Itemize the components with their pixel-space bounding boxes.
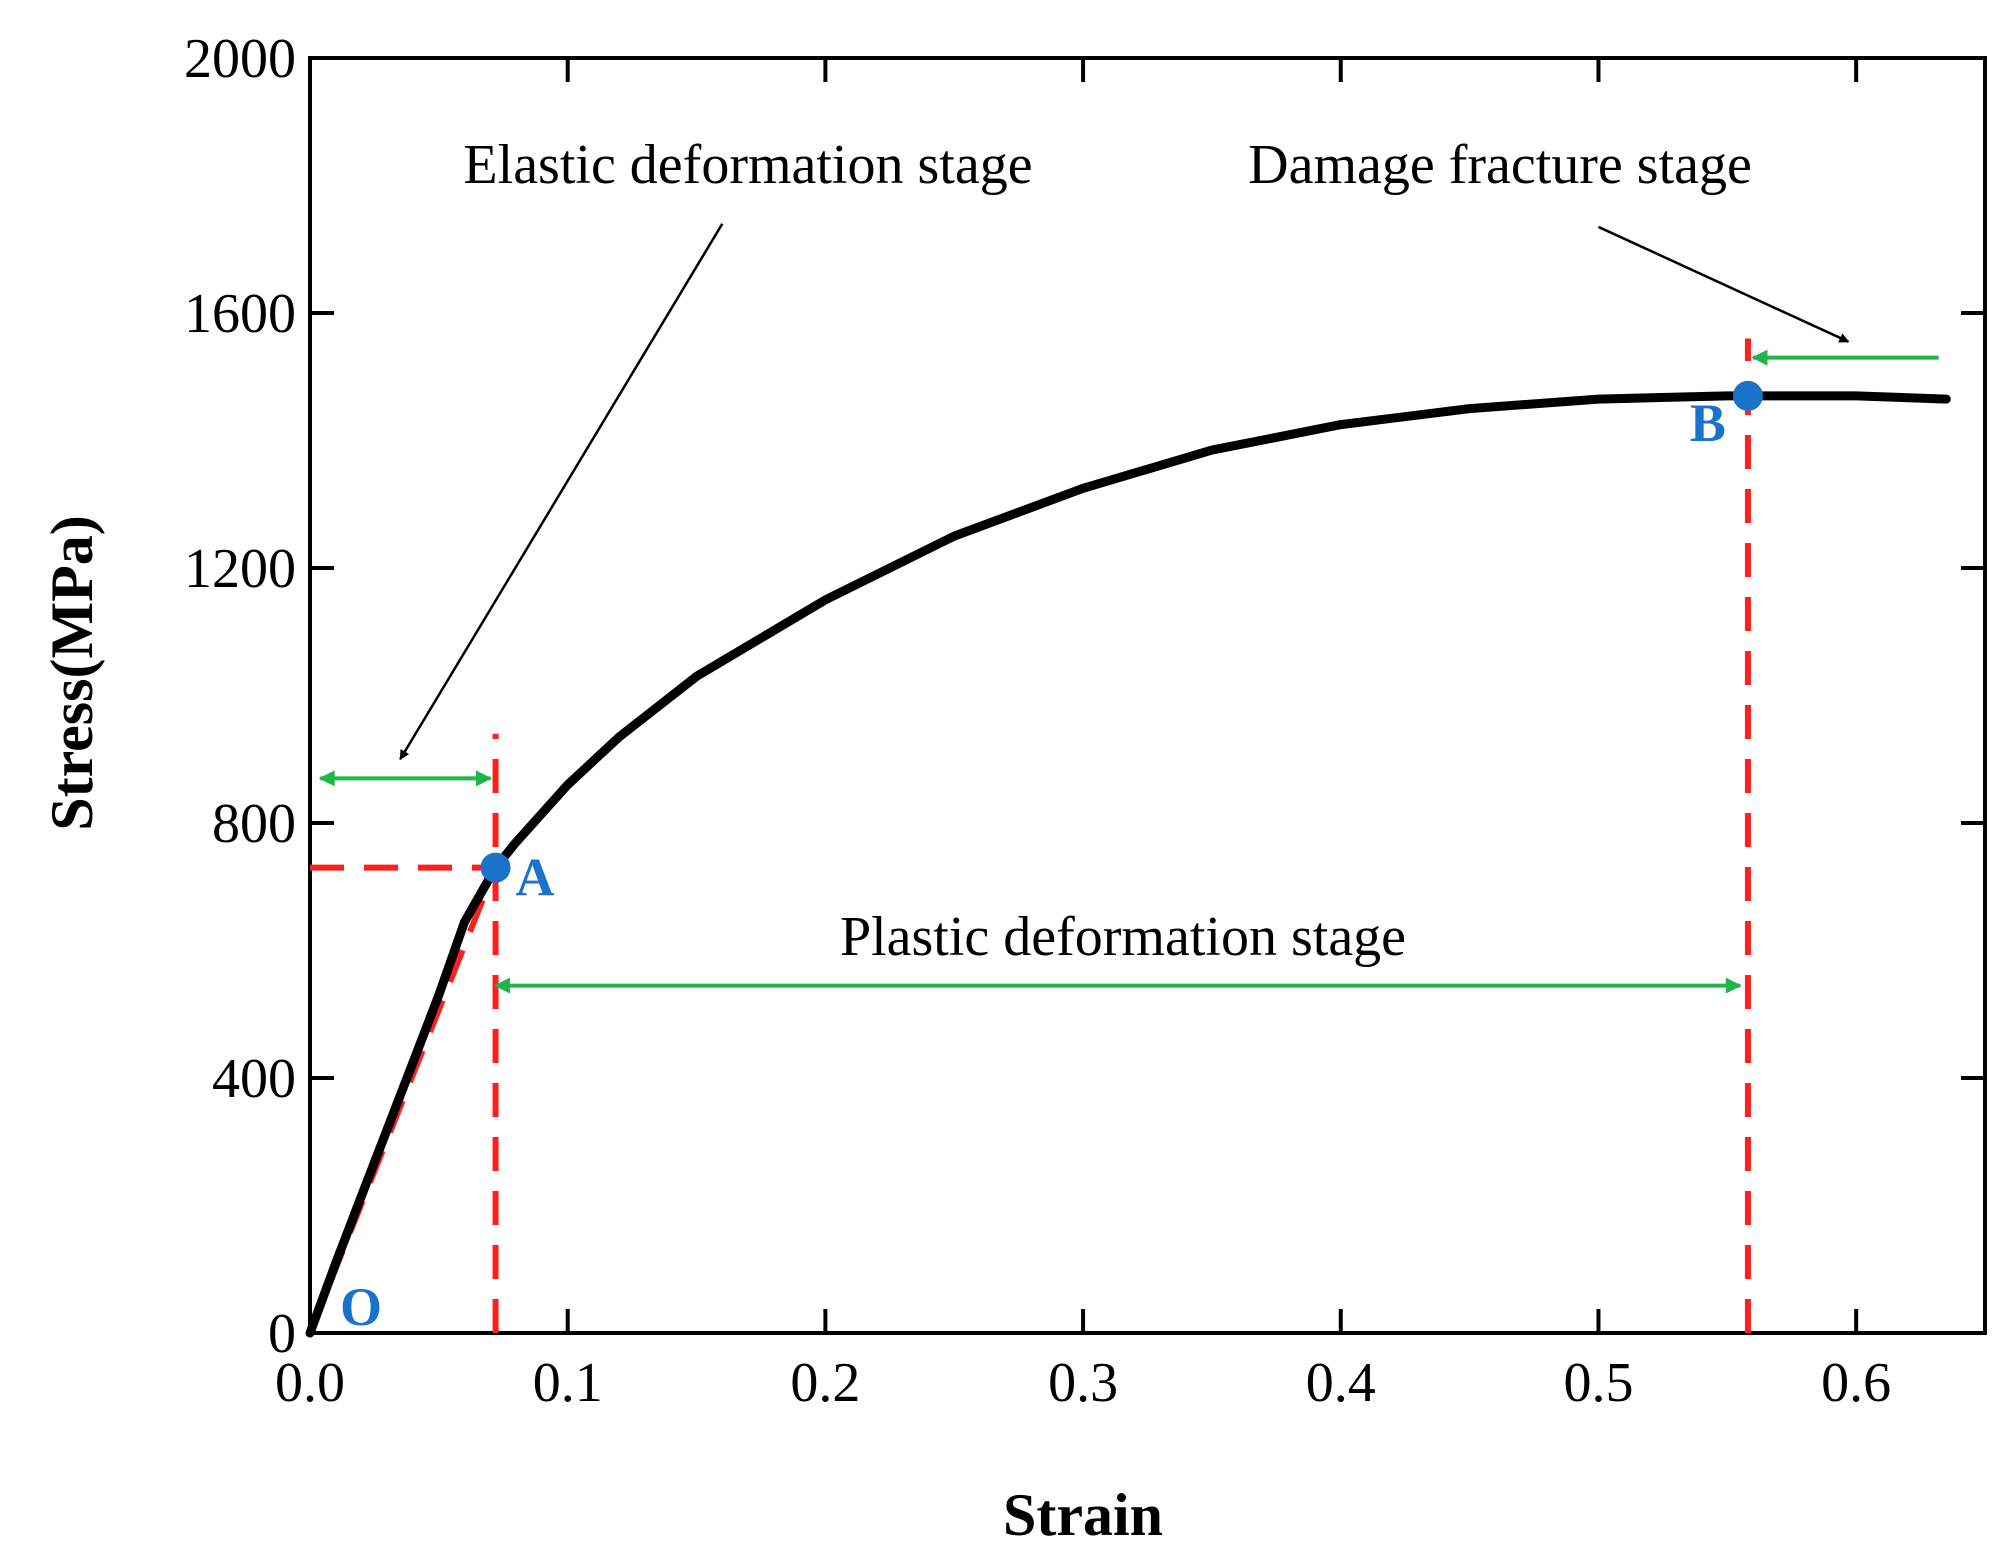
point-a-label: A [516, 848, 555, 908]
series-layer [305, 391, 1951, 1338]
stress-strain-curve [305, 391, 1951, 1338]
pointer-arrow-damage [1597, 225, 1850, 343]
x-axis-title: Strain [1003, 1482, 1163, 1548]
y-tick-label: 2000 [184, 28, 296, 90]
annotation-damage: Damage fracture stage [1248, 134, 1752, 196]
ticks-layer: 0.0 0.1 0.2 0.3 0.4 0.5 0.6 0 400 800 1200 1600 2000 [184, 28, 1985, 1414]
y-tick-label: 1200 [184, 538, 296, 600]
plot-frame [308, 56, 1987, 1335]
range-arrows [318, 349, 1939, 994]
point-o-label: O [340, 1277, 382, 1337]
y-axis-title: Stress(MPa) [39, 515, 105, 830]
pointer-arrows [399, 223, 1850, 761]
y-tick-label: 1600 [184, 283, 296, 345]
x-tick-label: 0.4 [1306, 1352, 1376, 1414]
x-tick-label: 0.3 [1048, 1352, 1118, 1414]
annotation-elastic: Elastic deformation stage [463, 134, 1032, 196]
annotation-plastic: Plastic deformation stage [840, 906, 1406, 968]
point-b-marker [1732, 380, 1763, 411]
y-tick-label: 400 [212, 1048, 296, 1110]
x-tick-label: 0.0 [275, 1352, 345, 1414]
point-b-label: B [1690, 393, 1726, 453]
point-a-marker [480, 852, 511, 883]
points-layer: O A B [340, 380, 1763, 1337]
plot-border [308, 56, 1987, 1335]
x-tick-label: 0.6 [1821, 1352, 1891, 1414]
x-tick-label: 0.5 [1563, 1352, 1633, 1414]
y-tick-label: 0 [268, 1303, 296, 1365]
pointer-arrow-elastic [399, 223, 724, 761]
x-tick-label: 0.1 [533, 1352, 603, 1414]
y-tick-label: 800 [212, 793, 296, 855]
x-tick-label: 0.2 [790, 1352, 860, 1414]
